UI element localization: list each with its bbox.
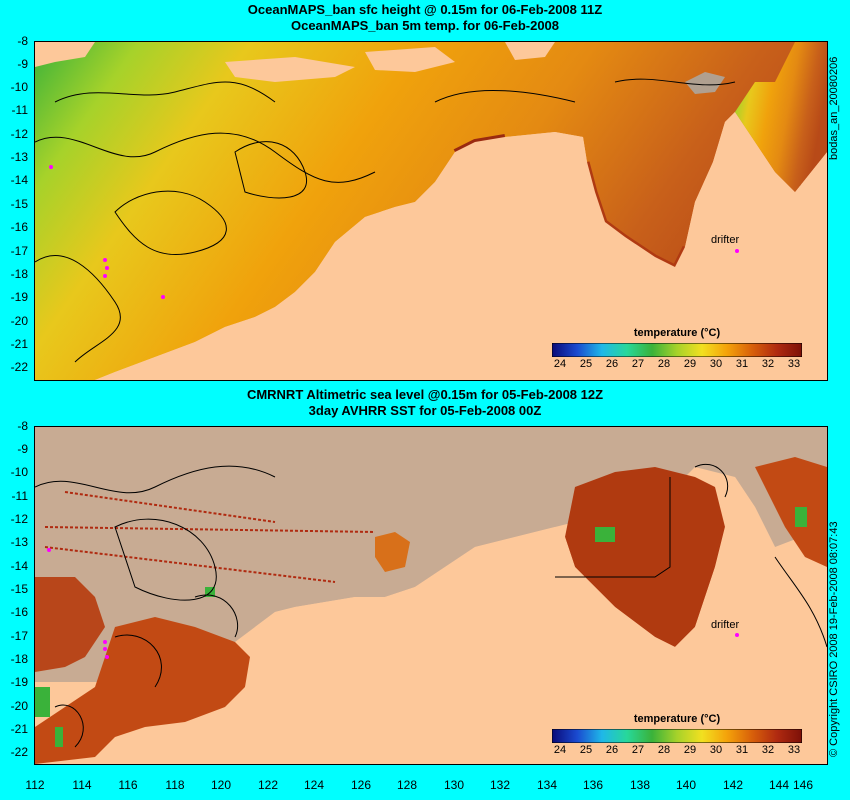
- lat-label: -15: [10, 197, 28, 211]
- bottom-cbar-tick: 24: [553, 744, 567, 756]
- top-cbar-tick: 31: [735, 358, 749, 370]
- lon-label: 128: [396, 778, 418, 792]
- lat-label: -10: [10, 80, 28, 94]
- lat-label: -12: [10, 127, 28, 141]
- bottom-map: [35, 427, 827, 764]
- lat-label: -20: [10, 699, 28, 713]
- lat-label: -20: [10, 314, 28, 328]
- top-title-line1: OceanMAPS_ban sfc height @ 0.15m for 06-…: [247, 2, 603, 17]
- lon-label: 132: [489, 778, 511, 792]
- lon-label: 140: [675, 778, 697, 792]
- lon-label: 112: [25, 778, 45, 792]
- top-drifter-label: drifter: [711, 234, 740, 246]
- lat-label: -17: [10, 244, 28, 258]
- lat-label: -8: [17, 34, 28, 48]
- bottom-cbar-tick: 27: [631, 744, 645, 756]
- top-cbar-tick: 25: [579, 358, 593, 370]
- lat-label: -13: [10, 535, 28, 549]
- lat-label: -17: [10, 629, 28, 643]
- lat-label: -18: [10, 267, 28, 281]
- bottom-title-line2: 3day AVHRR SST for 05-Feb-2008 00Z: [308, 403, 542, 418]
- lon-label: 136: [582, 778, 604, 792]
- bottom-colorbar: temperature (°C) 24 25 26 27 28 29 30 31…: [551, 713, 803, 756]
- top-map-panel: [34, 41, 828, 381]
- bottom-map-panel: [34, 426, 828, 765]
- bottom-cbar-tick: 26: [605, 744, 619, 756]
- lat-label: -9: [17, 57, 28, 71]
- bottom-cbar-tick: 31: [735, 744, 749, 756]
- top-cbar-tick: 24: [553, 358, 567, 370]
- lon-label: 138: [629, 778, 651, 792]
- bottom-title-line1: CMRNRT Altimetric sea level @0.15m for 0…: [246, 387, 604, 402]
- lat-label: -22: [10, 360, 28, 374]
- top-cbar-tick: 32: [761, 358, 775, 370]
- lat-label: -15: [10, 582, 28, 596]
- bottom-colorbar-ramp: [551, 728, 803, 744]
- bottom-colorbar-title: temperature (°C): [633, 713, 721, 725]
- lat-label: -11: [11, 103, 28, 117]
- lat-label: -14: [10, 559, 28, 573]
- lat-label: -21: [10, 722, 28, 736]
- lon-label: 122: [257, 778, 279, 792]
- top-cbar-tick: 33: [787, 358, 801, 370]
- bottom-cbar-tick: 32: [761, 744, 775, 756]
- lon-label: 142: [722, 778, 744, 792]
- lat-label: -13: [10, 150, 28, 164]
- bottom-cbar-tick: 28: [657, 744, 671, 756]
- lon-label: 134: [536, 778, 558, 792]
- lat-label: -21: [10, 337, 28, 351]
- top-colorbar-ramp: [551, 342, 803, 358]
- top-cbar-tick: 30: [709, 358, 723, 370]
- lat-label: -9: [17, 442, 28, 456]
- top-side-label: bodas_an_20080206: [828, 56, 840, 160]
- lon-label: 118: [165, 778, 185, 792]
- bottom-side-label: © Copyright CSIRO 2008 19-Feb-2008 08:07…: [828, 521, 840, 757]
- lon-label: 116: [118, 778, 138, 792]
- top-colorbar-title: temperature (°C): [633, 327, 721, 339]
- lat-label: -16: [10, 220, 28, 234]
- lon-label: 126: [350, 778, 372, 792]
- lat-label: -11: [11, 489, 28, 503]
- top-cbar-tick: 26: [605, 358, 619, 370]
- lat-label: -8: [17, 419, 28, 433]
- lat-label: -18: [10, 652, 28, 666]
- lat-label: -19: [10, 675, 28, 689]
- lat-label: -19: [10, 290, 28, 304]
- lon-label: 146: [792, 778, 814, 792]
- lat-label: -12: [10, 512, 28, 526]
- lat-label: -22: [10, 745, 28, 759]
- bottom-cbar-tick: 33: [787, 744, 801, 756]
- top-map: [35, 42, 827, 380]
- lat-label: -14: [10, 173, 28, 187]
- bottom-cbar-tick: 29: [683, 744, 697, 756]
- bottom-cbar-tick: 30: [709, 744, 723, 756]
- lat-label: -10: [10, 465, 28, 479]
- top-title-line2: OceanMAPS_ban 5m temp. for 06-Feb-2008: [290, 18, 560, 33]
- lat-label: -16: [10, 605, 28, 619]
- top-colorbar: temperature (°C) 24 25 26 27 28 29 30 31…: [551, 327, 803, 370]
- top-cbar-tick: 29: [683, 358, 697, 370]
- bottom-drifter-label: drifter: [711, 619, 740, 631]
- top-cbar-tick: 27: [631, 358, 645, 370]
- lon-label: 130: [443, 778, 465, 792]
- lon-label: 120: [210, 778, 232, 792]
- lon-label: 124: [303, 778, 325, 792]
- bottom-cbar-tick: 25: [579, 744, 593, 756]
- lon-label: 114: [72, 778, 92, 792]
- top-cbar-tick: 28: [657, 358, 671, 370]
- lon-label: 144: [768, 778, 790, 792]
